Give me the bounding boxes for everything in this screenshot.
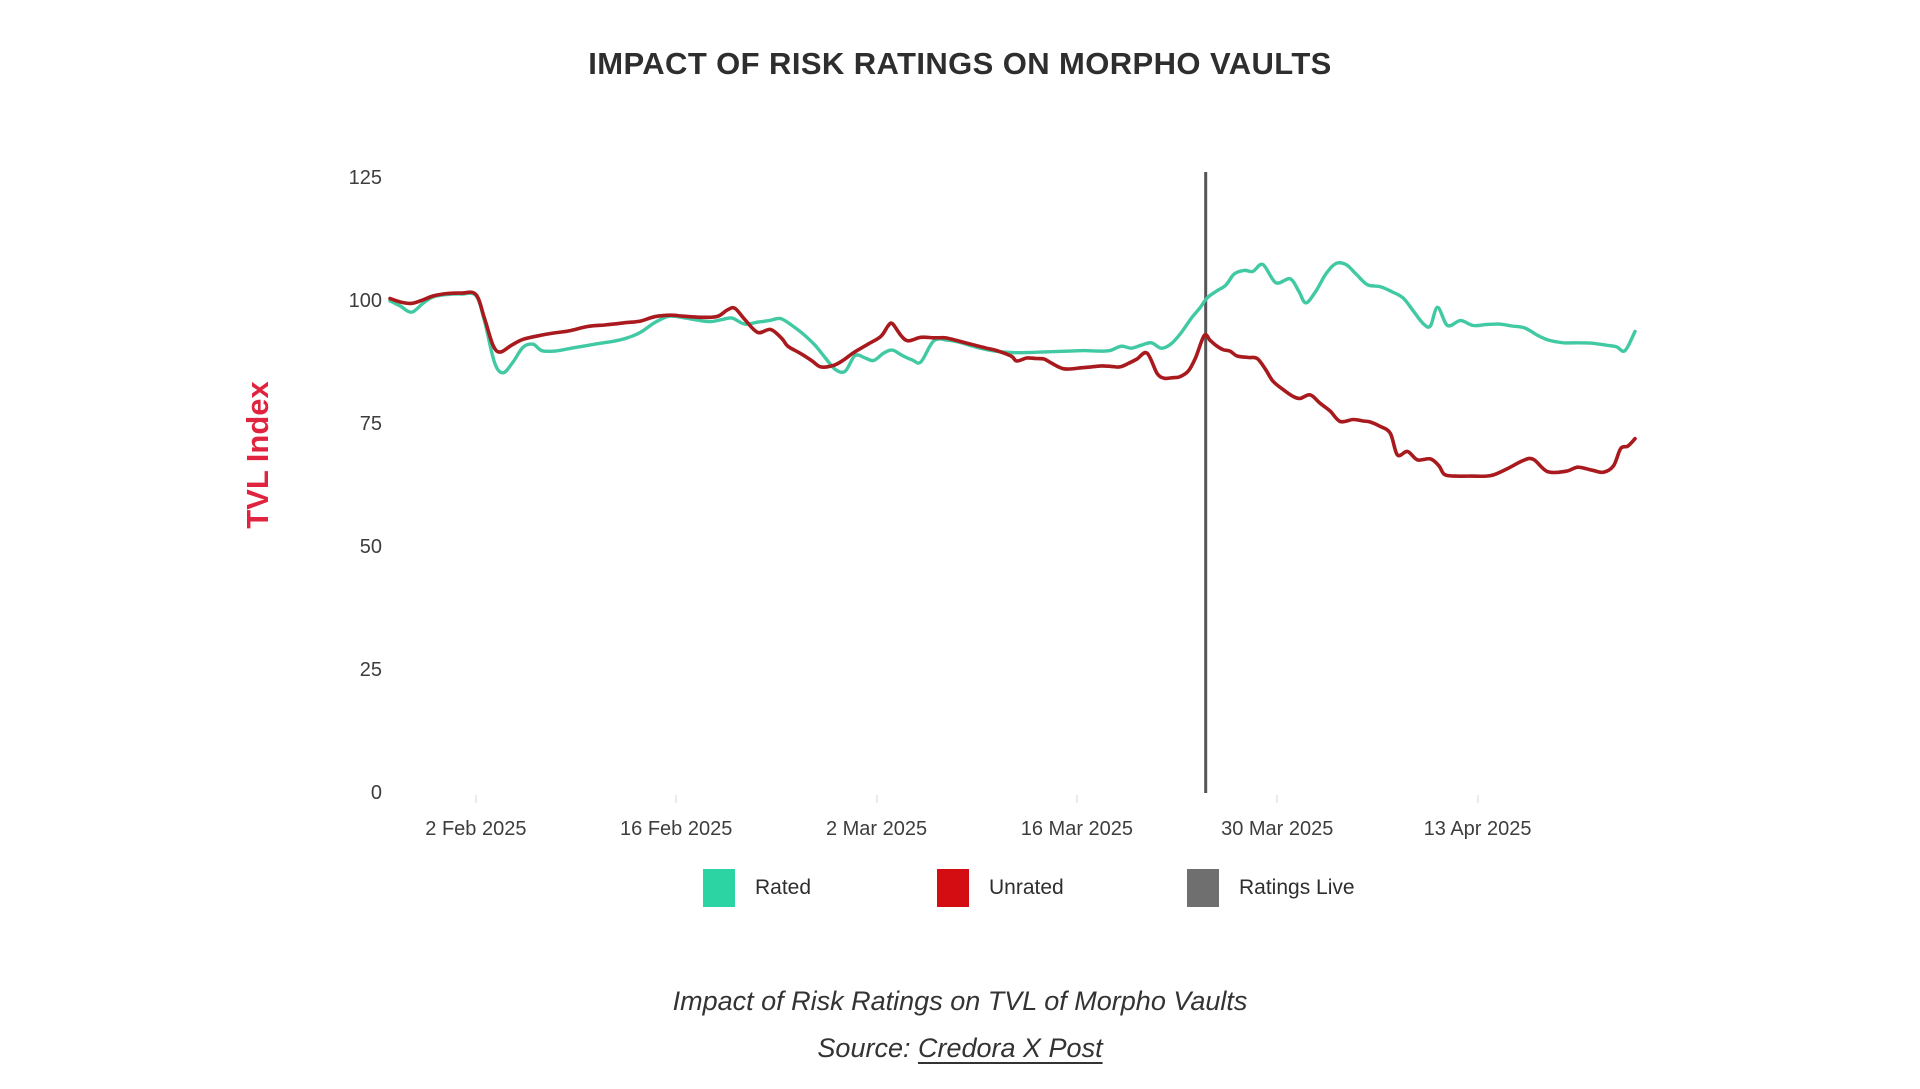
y-tick-label: 0 (370, 782, 382, 804)
tvl-line-chart (388, 172, 1637, 793)
chart-title: IMPACT OF RISK RATINGS ON MORPHO VAULTS (588, 46, 1332, 81)
series-line-unrated (388, 290, 1637, 479)
caption-source-line: Source: Credora X Post (0, 1025, 1920, 1072)
y-tick-label: 75 (359, 412, 382, 435)
x-tick-mark (675, 795, 678, 803)
y-tick-label: 50 (359, 535, 382, 558)
x-tick-mark (1075, 795, 1078, 803)
x-tick-mark (875, 795, 878, 803)
unrated-swatch-icon (937, 869, 969, 907)
rated-swatch-icon (703, 869, 735, 907)
caption-title: Impact of Risk Ratings on TVL of Morpho … (672, 986, 1248, 1016)
y-axis-title: TVL Index (240, 381, 275, 529)
legend-label-rated: Rated (755, 876, 812, 899)
ratings-live-swatch-icon (1187, 869, 1219, 907)
y-tick-label: 25 (359, 658, 382, 681)
x-tick-label: 16 Feb 2025 (620, 818, 733, 840)
x-tick-label: 2 Mar 2025 (825, 818, 928, 840)
x-tick-mark (1276, 795, 1279, 803)
caption: Impact of Risk Ratings on TVL of Morpho … (0, 978, 1920, 1072)
x-tick-label: 13 Apr 2025 (1423, 818, 1532, 840)
legend-label-ratings-live: Ratings Live (1239, 876, 1355, 899)
x-tick-mark (474, 795, 477, 803)
legend-item-rated[interactable]: Rated (703, 869, 811, 907)
legend-item-ratings-live[interactable]: Ratings Live (1187, 869, 1355, 907)
y-tick-label: 100 (348, 289, 382, 312)
legend-label-unrated: Unrated (989, 876, 1064, 899)
legend-item-unrated[interactable]: Unrated (937, 869, 1064, 907)
x-tick-label: 30 Mar 2025 (1221, 818, 1334, 840)
x-tick-label: 16 Mar 2025 (1020, 818, 1134, 840)
x-tick-label: 2 Feb 2025 (425, 818, 527, 840)
series-line-rated (388, 261, 1637, 375)
x-tick-mark (1476, 795, 1479, 803)
caption-source-link[interactable]: Credora X Post (917, 1033, 1103, 1063)
y-tick-label: 125 (348, 166, 382, 189)
caption-source-prefix: Source: (817, 1033, 918, 1063)
